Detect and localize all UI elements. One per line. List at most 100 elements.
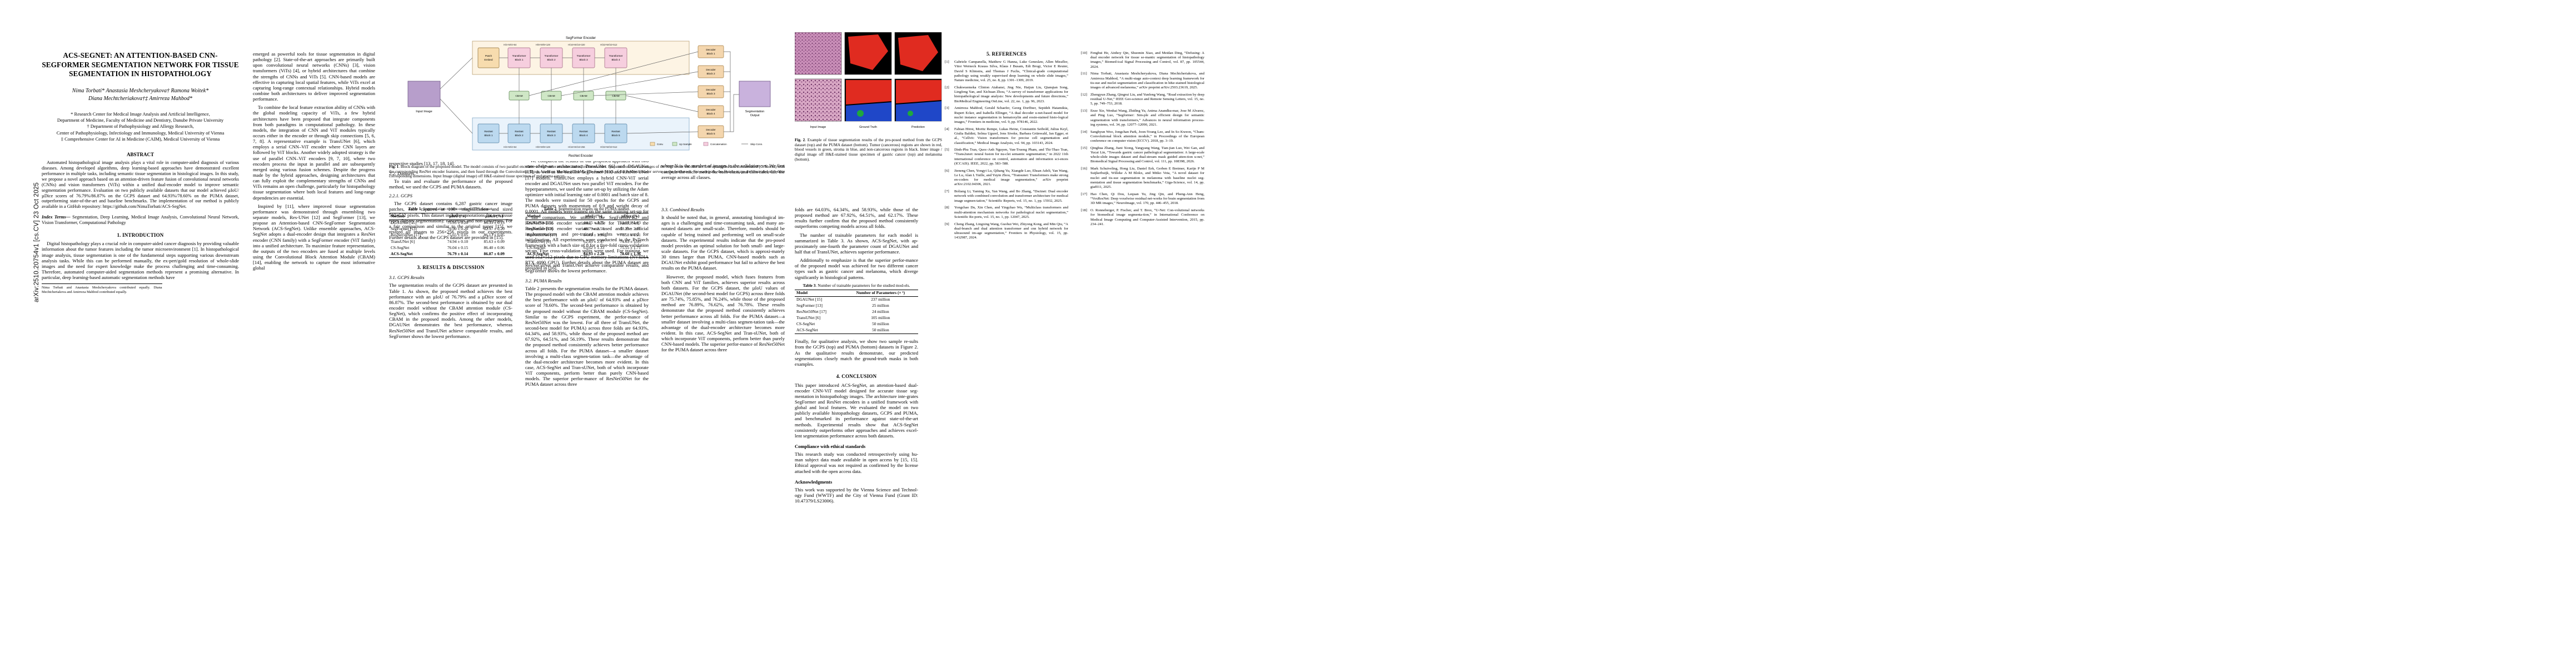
table-row: TransUNet [6] 74.94 ± 0.10 85.63 ± 0.09 <box>391 238 505 244</box>
svg-text:H/16×W/16×320: H/16×W/16×320 <box>568 43 585 46</box>
params-paragraph: The number of trainable parameters for e… <box>795 232 918 255</box>
subsection-puma-results: 3.2. PUMA Results <box>525 277 562 283</box>
svg-text:Segmentation: Segmentation <box>745 110 765 113</box>
table-2-results-puma: Method µIoU (%) µDice (%) DGAUNet [15] 44… <box>525 212 649 258</box>
affiliation-3: Center of Pathophysiology, Infectiology … <box>56 130 225 136</box>
svg-text:H/16×W/16×256: H/16×W/16×256 <box>568 146 585 148</box>
figure-1-caption: Fig. 1. Block diagram of the proposed mo… <box>389 165 785 179</box>
compliance-paragraph: This research study was conducted retros… <box>795 451 918 474</box>
svg-text:Up Sample: Up Sample <box>679 143 692 146</box>
reference-item: [5] Dinh-Phu Tran, Quoc-Anh Nguyen, Van-T… <box>945 148 1068 166</box>
svg-text:H/4×W/4×64: H/4×W/4×64 <box>504 43 517 46</box>
table-row: CS-SegNet 63.62 ± 1.33 75.55 ± 1.71 <box>527 245 641 250</box>
svg-text:Transformer: Transformer <box>609 54 623 57</box>
table-1-body: DGAUNet [15] 75.95 ± 0.20 86.33 ± 0.13 Seg… <box>389 220 512 258</box>
reference-item: [2] Chukwuemeka Clinton Atabansi, Jing Ni… <box>945 85 1068 103</box>
reference-item: [9] Cheng Zhang, Lingxing Wang, Guohui We… <box>945 222 1068 240</box>
table-2-label: Table 2 <box>544 206 557 211</box>
table-2-body: DGAUNet [15] 44.35 ± 1.76 53.09 ± 1.93 Seg… <box>525 220 649 258</box>
table-3-col-params: Number of Parameters (× ¹) <box>843 289 918 297</box>
abstract-text: Automated histopathological image analys… <box>42 160 239 210</box>
svg-text:Ground Truth: Ground Truth <box>859 126 877 129</box>
svg-text:Decoder: Decoder <box>706 128 716 131</box>
table-row: SegFormer [13] 70.90 ± 0.20 82.97 ± 0.20 <box>391 226 505 232</box>
section-heading-conclusion: 4. CONCLUSION <box>836 374 877 380</box>
page-title: ACS-SEGNET: AN ATTENTION-BASED CNN-SEGFO… <box>42 51 239 78</box>
subsection-combined-results: 3.3. Combined Results <box>661 207 705 212</box>
arxiv-stamp: arXiv:2510.20754v1 [cs.CV] 23 Oct 2025 <box>33 182 40 303</box>
section-heading-introduction: 1. INTRODUCTION <box>117 232 164 238</box>
reference-item: [1] Gabriele Campanella, Matthew G Hanna,… <box>945 60 1068 83</box>
subsubsection-gcps: 2.2.1. GCPS <box>389 193 412 199</box>
svg-text:ResNet: ResNet <box>579 130 588 133</box>
figure-1-label: Fig. 1 <box>389 165 399 169</box>
table-row: TransUNet [6] 62.43 ± 2.47 74.63 ± 1.93 <box>527 238 641 244</box>
svg-text:Block 5: Block 5 <box>706 132 715 135</box>
table-row: ACS-SegNet 76.79 ± 0.14 86.87 ± 0.09 <box>389 251 512 258</box>
limitations-paragraph: Finally, for qualitative analysis, we sh… <box>795 339 918 367</box>
table-row: SegFormer [13] 48.79 ± 2.50 58.25 ± 2.01 <box>527 226 641 232</box>
column-2: emerged as powerful tools for tissue seg… <box>253 51 375 273</box>
svg-text:Block 1: Block 1 <box>515 58 524 61</box>
column-8: 3.3. Combined Results It should be noted… <box>661 207 785 356</box>
table-row: ResNet50Net [17] 75.65 ± 0.05 86.13 ± 0.05 <box>391 232 505 238</box>
svg-text:Transformer: Transformer <box>545 54 559 57</box>
table-3-label: Table 3 <box>803 282 816 288</box>
svg-text:Output: Output <box>750 114 760 117</box>
intro-paragraph-2: To combine the local feature extraction … <box>253 104 375 201</box>
metrics-explain-2: where N is the number of images in the v… <box>661 163 785 180</box>
svg-text:Patch: Patch <box>485 54 492 58</box>
table-3-caption-text: . Number of trainable parameters for the… <box>815 282 910 288</box>
table-1-results-gcps: Method µIoU (%) µDice (%) DGAUNet [15] 75… <box>389 212 512 258</box>
svg-text:CBAM: CBAM <box>515 94 522 97</box>
column-9: folds are 64.03%, 64.34%, and 58.93%, wh… <box>795 207 918 506</box>
table-2-col-iou: µIoU (%) <box>575 212 612 220</box>
column-7: Table 2. Segmentation results on the PUM… <box>525 206 649 390</box>
svg-text:ResNet: ResNet <box>611 130 620 133</box>
svg-text:Block 2: Block 2 <box>706 72 715 75</box>
svg-text:Block 2: Block 2 <box>547 58 556 61</box>
svg-text:Input Image: Input Image <box>416 110 432 113</box>
index-terms-text: Segmentation, Deep Learning, Medical Ima… <box>42 215 240 225</box>
svg-text:Block 3: Block 3 <box>579 58 588 61</box>
table-row: TransUNet [6] 105 million <box>796 315 890 321</box>
table-row: DGAUNet [15] 44.35 ± 1.76 53.09 ± 1.93 <box>527 220 641 226</box>
references-column-a: 5. REFERENCES [1] Gabriele Campanella, Ma… <box>945 51 1068 243</box>
reference-item: [7] Boliang Li, Yaming Xu, Yan Wang, and … <box>945 190 1068 203</box>
section-heading-results: 3. RESULTS & DISCUSSION <box>417 264 485 270</box>
affiliations: * Research Center for Medical Image Anal… <box>42 111 239 143</box>
author-line-1: Nima Torbati* Anastasia Meshcheryakova† … <box>72 87 209 94</box>
svg-text:Concatenation: Concatenation <box>710 143 727 146</box>
reference-item: [3] Amirreza Mahbod, Gerald Schaefer, Geo… <box>945 106 1068 125</box>
future-work-paragraph: Additionally to emphasize is that the su… <box>795 257 918 280</box>
svg-text:Skip Conn.: Skip Conn. <box>750 143 763 146</box>
svg-text:Block 1: Block 1 <box>484 134 493 137</box>
figure-2-caption-text: . Example of tissue segmentation results… <box>795 138 943 162</box>
reference-item: [11] Nima Torbati, Anastasia Meshcheryako… <box>1081 72 1204 90</box>
table-row: CS-SegNet 76.04 ± 0.15 86.40 ± 0.06 <box>391 245 505 250</box>
reference-item: [8] Yongchao Du, Xin Chen, and Yingchao W… <box>945 206 1068 219</box>
figure-2-label: Fig. 2 <box>795 138 805 142</box>
svg-text:H/4×W/4×64: H/4×W/4×64 <box>504 146 517 148</box>
index-terms: 1. INTRODUCTION Index Terms— Segmentatio… <box>42 215 239 226</box>
svg-text:CBAM: CBAM <box>612 94 619 97</box>
table-1-col-method: Method <box>389 212 440 220</box>
index-terms-label-text: Index Terms— <box>42 215 71 220</box>
combined-results-paragraph-0: It should be noted that, in general, ann… <box>661 215 785 271</box>
references-column-b: [10] Fenghui He, Ainhoy Qin, Shuomin Xiao… <box>1081 51 1204 229</box>
affiliation-4: ‡ Comprehensive Center for AI in Medicin… <box>61 136 220 142</box>
reference-item: [16] Mark Schuiveling, Hong Liu, Daniel E… <box>1081 167 1204 190</box>
svg-text:ResNet: ResNet <box>484 130 493 133</box>
folds-paragraph: folds are 64.03%, 64.34%, and 58.93%, wh… <box>795 207 918 230</box>
svg-text:CBAM: CBAM <box>547 94 555 97</box>
table-row: DGAUNet [15] 237 million <box>796 296 890 302</box>
table-3-body: DGAUNet [15] 237 million SegFormer [13] 25… <box>795 296 918 335</box>
svg-text:H/32×W/32×512: H/32×W/32×512 <box>600 146 617 148</box>
puma-results-paragraph: Table 2 presents the segmentation result… <box>525 286 649 387</box>
svg-text:ResNet: ResNet <box>547 130 556 133</box>
figure-1-architecture: SegFormer Encoder ResNet Encoder Input I… <box>389 33 785 161</box>
table-1-caption-text: . Segmentation results on the GCPS datas… <box>421 206 494 211</box>
svg-text:Block 3: Block 3 <box>706 92 715 95</box>
intro-paragraph-1: emerged as powerful tools for tissue seg… <box>253 51 375 102</box>
